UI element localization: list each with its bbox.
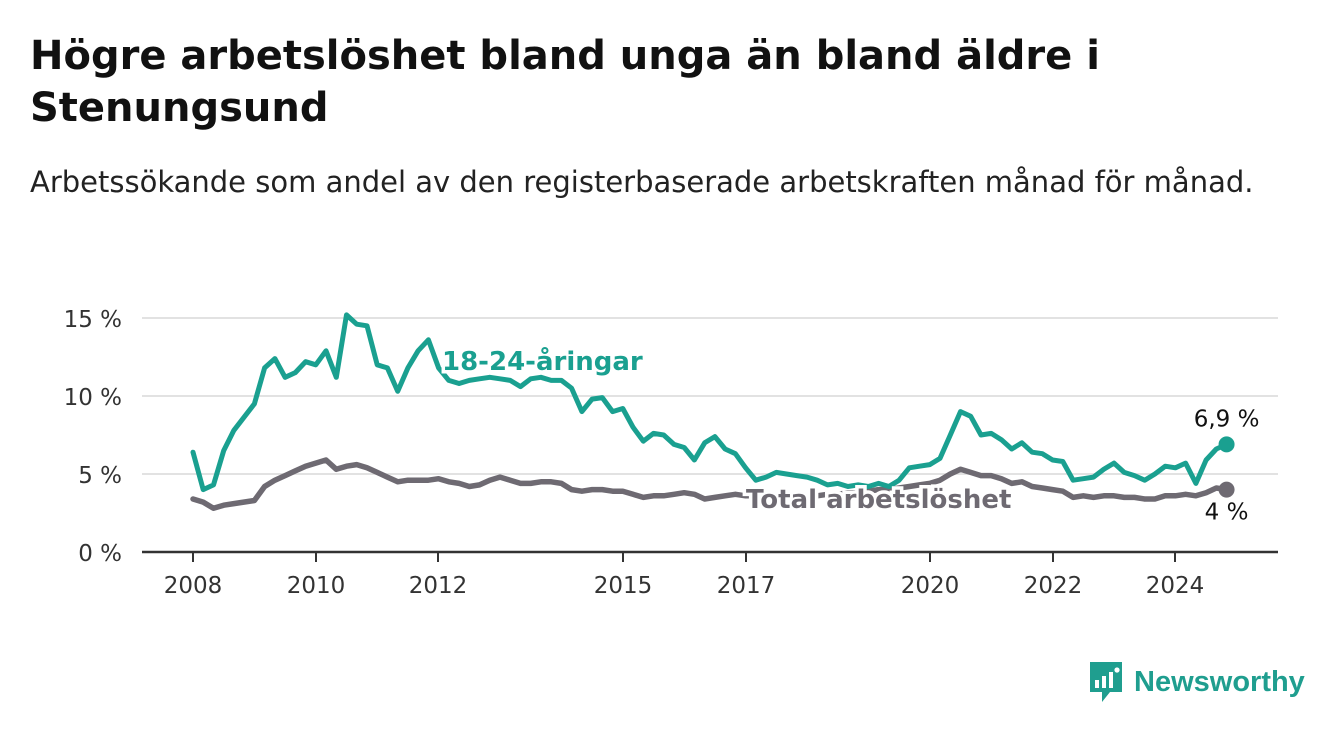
series-line-18-24 [190, 312, 1230, 493]
y-tick-label: 10 % [64, 385, 122, 411]
series-line-total [190, 457, 1230, 512]
series-label-total: Total arbetslöshet [746, 485, 1011, 515]
x-tick-label: 2010 [287, 573, 346, 599]
end-value-label-18-24: 6,9 % [1194, 406, 1260, 432]
y-tick-label: 0 % [78, 541, 122, 567]
end-marker-total [1218, 481, 1235, 498]
newsworthy-logo: Newsworthy [1088, 660, 1305, 704]
y-tick-label: 15 % [64, 307, 122, 333]
x-tick-label: 2017 [717, 573, 776, 599]
x-tick-label: 2022 [1024, 573, 1083, 599]
chart-subtitle: Arbetssökande som andel av den registerb… [30, 165, 1254, 199]
x-tick-label: 2024 [1146, 573, 1205, 599]
x-tick-label: 2020 [901, 573, 960, 599]
newsworthy-logo-icon [1090, 662, 1122, 702]
y-tick-label: 5 % [78, 463, 122, 489]
x-tick-label: 2008 [164, 573, 223, 599]
line-chart: 0 % 5 % 10 % 15 % 2008 2010 2012 2015 2017 2020 20… [64, 307, 1278, 599]
series-label-18-24: 18-24-åringar [442, 345, 643, 377]
x-tick-label: 2012 [409, 573, 468, 599]
brand-name: Newsworthy [1134, 665, 1305, 698]
x-tick-label: 2015 [594, 573, 653, 599]
end-marker-18-24 [1218, 436, 1235, 453]
end-value-label-total: 4 % [1205, 500, 1249, 526]
chart-title: Högre arbetslöshet bland unga än bland ä… [30, 33, 1100, 131]
